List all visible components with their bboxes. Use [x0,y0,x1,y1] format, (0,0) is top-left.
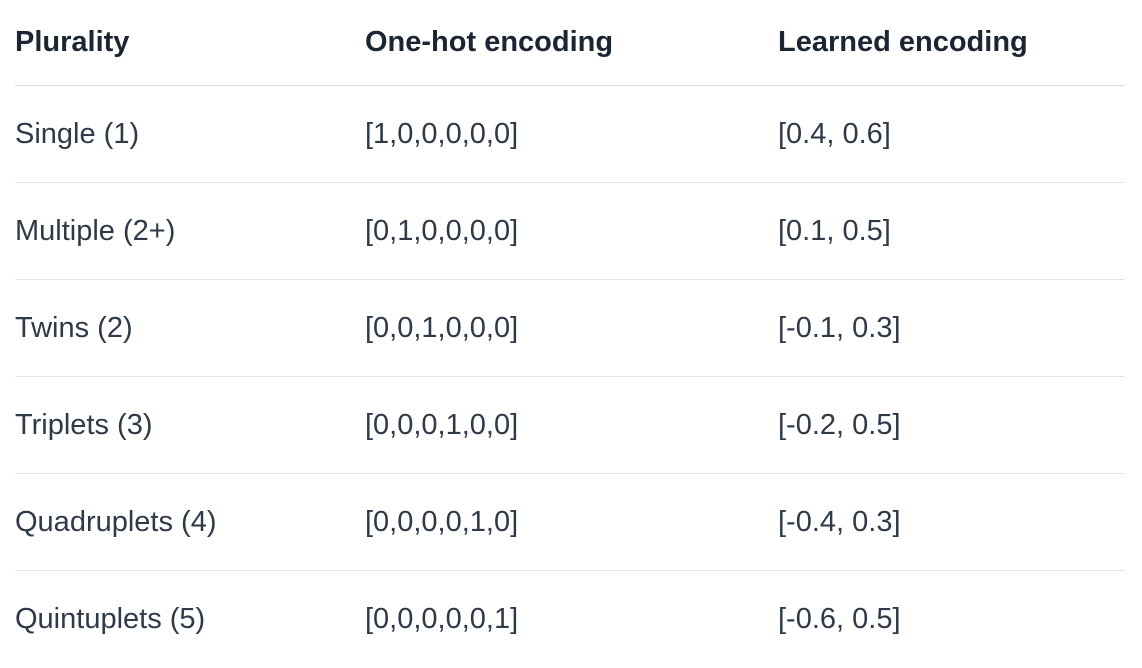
header-one-hot-encoding: One-hot encoding [365,26,614,58]
one-hot-cell: [0,0,0,1,0,0] [365,408,519,441]
learned-cell: [-0.6, 0.5] [778,603,901,635]
learned-cell: [-0.1, 0.3] [778,311,901,344]
table-row: Triplets (3) [0,0,0,1,0,0] [-0.2, 0.5] [15,377,1125,474]
table-header-row: Plurality One-hot encoding Learned encod… [15,0,1125,86]
table-row: Single (1) [1,0,0,0,0,0] [0.4, 0.6] [15,86,1125,183]
plurality-cell: Twins (2) [15,311,133,344]
plurality-cell: Triplets (3) [15,408,153,441]
encoding-table: Plurality One-hot encoding Learned encod… [15,0,1125,668]
one-hot-cell: [0,0,1,0,0,0] [365,311,519,344]
plurality-cell: Multiple (2+) [15,214,176,247]
learned-cell: [-0.4, 0.3] [778,505,901,538]
header-learned-encoding: Learned encoding [778,26,1028,58]
table-row: Twins (2) [0,0,1,0,0,0] [-0.1, 0.3] [15,280,1125,377]
table-row: Quintuplets (5) [0,0,0,0,0,1] [-0.6, 0.5… [15,571,1125,668]
plurality-cell: Single (1) [15,117,140,150]
plurality-cell: Quintuplets (5) [15,603,206,635]
table-row: Quadruplets (4) [0,0,0,0,1,0] [-0.4, 0.3… [15,474,1125,571]
one-hot-cell: [0,1,0,0,0,0] [365,214,519,247]
one-hot-cell: [0,0,0,0,0,1] [365,603,519,635]
plurality-cell: Quadruplets (4) [15,505,217,538]
learned-cell: [-0.2, 0.5] [778,408,901,441]
one-hot-cell: [1,0,0,0,0,0] [365,117,519,150]
learned-cell: [0.1, 0.5] [778,214,891,247]
header-plurality: Plurality [15,26,130,58]
learned-cell: [0.4, 0.6] [778,117,891,150]
one-hot-cell: [0,0,0,0,1,0] [365,505,519,538]
table-row: Multiple (2+) [0,1,0,0,0,0] [0.1, 0.5] [15,183,1125,280]
